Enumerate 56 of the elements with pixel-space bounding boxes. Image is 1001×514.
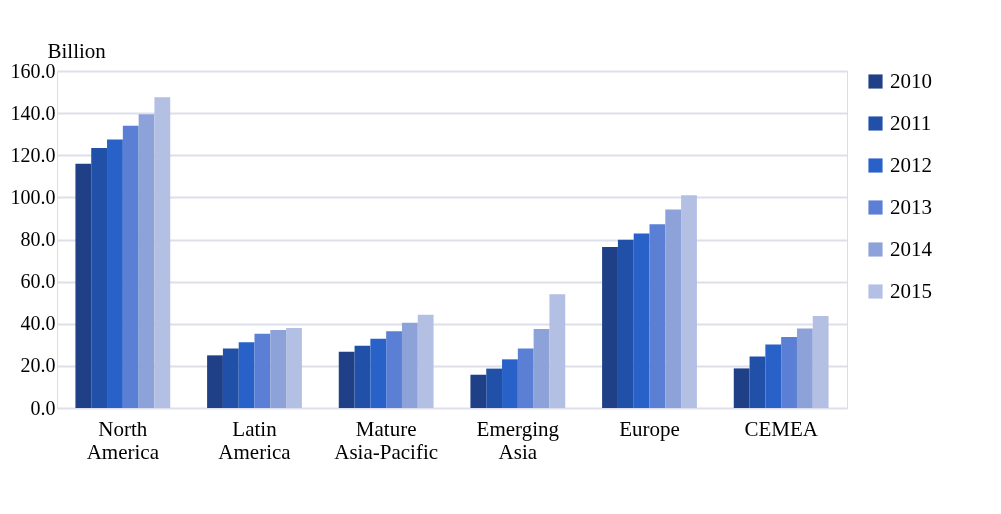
bar (517, 348, 534, 408)
bar (401, 322, 418, 408)
bar (154, 97, 171, 408)
bar (649, 224, 666, 408)
bar (781, 337, 797, 408)
bar (796, 328, 813, 408)
bar (765, 344, 782, 408)
legend-label: 2012 (890, 152, 932, 177)
bar (470, 374, 487, 408)
x-tick-label: Emerging Asia (476, 416, 560, 464)
bar (602, 247, 618, 408)
bar (138, 114, 155, 408)
y-tick-label: 80.0 (20, 228, 56, 250)
legend-label: 2013 (890, 194, 932, 219)
bar (486, 368, 503, 408)
y-tick-label: 60.0 (20, 270, 56, 293)
y-tick-label: 40.0 (20, 312, 56, 335)
legend-label: 2010 (890, 68, 932, 93)
bar (286, 327, 302, 408)
bar (749, 356, 766, 408)
bar (681, 195, 697, 408)
bar (270, 330, 287, 408)
bar (222, 348, 239, 408)
x-tick-label: Europe (619, 416, 680, 441)
bar (417, 314, 434, 408)
bar (549, 294, 566, 408)
bar (502, 359, 518, 408)
bar (75, 163, 92, 408)
bar (254, 333, 271, 408)
bar (238, 342, 255, 408)
bar (370, 338, 387, 408)
y-tick-label: 140.0 (10, 101, 56, 124)
bar (122, 125, 139, 408)
x-tick-label: Latin America (218, 416, 292, 464)
legend-label: 2011 (890, 110, 932, 135)
x-tick-label: CEMEA (744, 416, 819, 441)
x-tick-label: Mature Asia-Pacific (334, 416, 439, 464)
y-tick-label: 120.0 (10, 143, 56, 166)
legend-label: 2015 (890, 278, 932, 303)
bar (617, 239, 634, 408)
bar (107, 139, 123, 408)
bar (665, 209, 682, 408)
bar (386, 331, 402, 408)
bar (633, 233, 650, 408)
bar (338, 351, 355, 408)
bar (354, 345, 371, 408)
bar (91, 147, 108, 408)
y-tick-label: 100.0 (10, 185, 56, 208)
bar (533, 329, 550, 408)
y-tick-label: 20.0 (20, 354, 56, 377)
bar (812, 315, 829, 408)
y-tick-label: 0.0 (30, 396, 56, 419)
legend-label: 2014 (890, 236, 933, 261)
bar (733, 368, 750, 408)
x-tick-label: North America (86, 416, 160, 464)
bar (207, 355, 223, 408)
